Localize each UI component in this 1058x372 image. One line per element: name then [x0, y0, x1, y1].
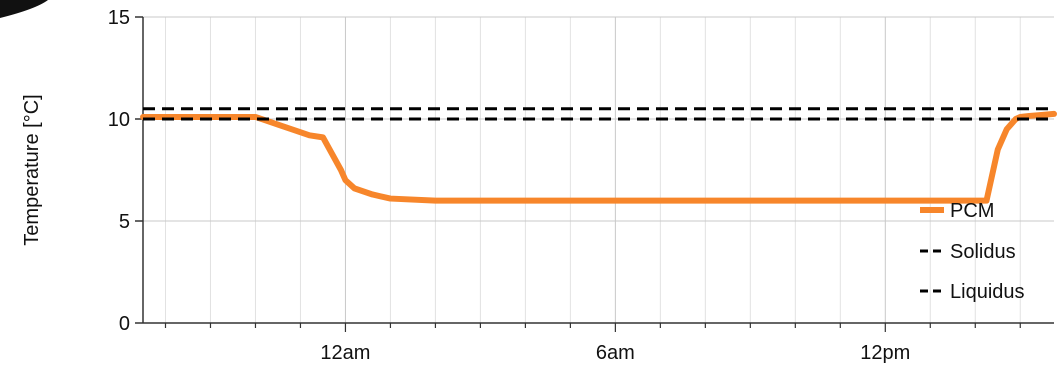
x-tick-label: 12am: [320, 342, 370, 364]
legend-label-solidus: Solidus: [950, 241, 1016, 263]
tick-labels: 05101512am6am12pm6pm: [108, 7, 911, 364]
x-tick-label: 12pm: [860, 342, 910, 364]
grid: [143, 16, 1054, 323]
y-tick-label: 5: [119, 211, 130, 233]
series-pcm-line: [140, 110, 1057, 204]
x-tick-label: 6am: [596, 342, 635, 364]
y-tick-label: 15: [108, 7, 130, 29]
legend-label-liquidus: Liquidus: [950, 281, 1025, 303]
y-tick-label: 0: [119, 313, 130, 335]
y-axis-label: Temperature [°C]: [21, 94, 43, 245]
legend: PCM Solidus Liquidus: [920, 200, 1025, 303]
legend-label-pcm: PCM: [950, 200, 994, 222]
axes: [135, 16, 1054, 332]
y-tick-label: 10: [108, 109, 130, 131]
corner-decoration: [0, 0, 48, 18]
series: [140, 107, 1057, 204]
